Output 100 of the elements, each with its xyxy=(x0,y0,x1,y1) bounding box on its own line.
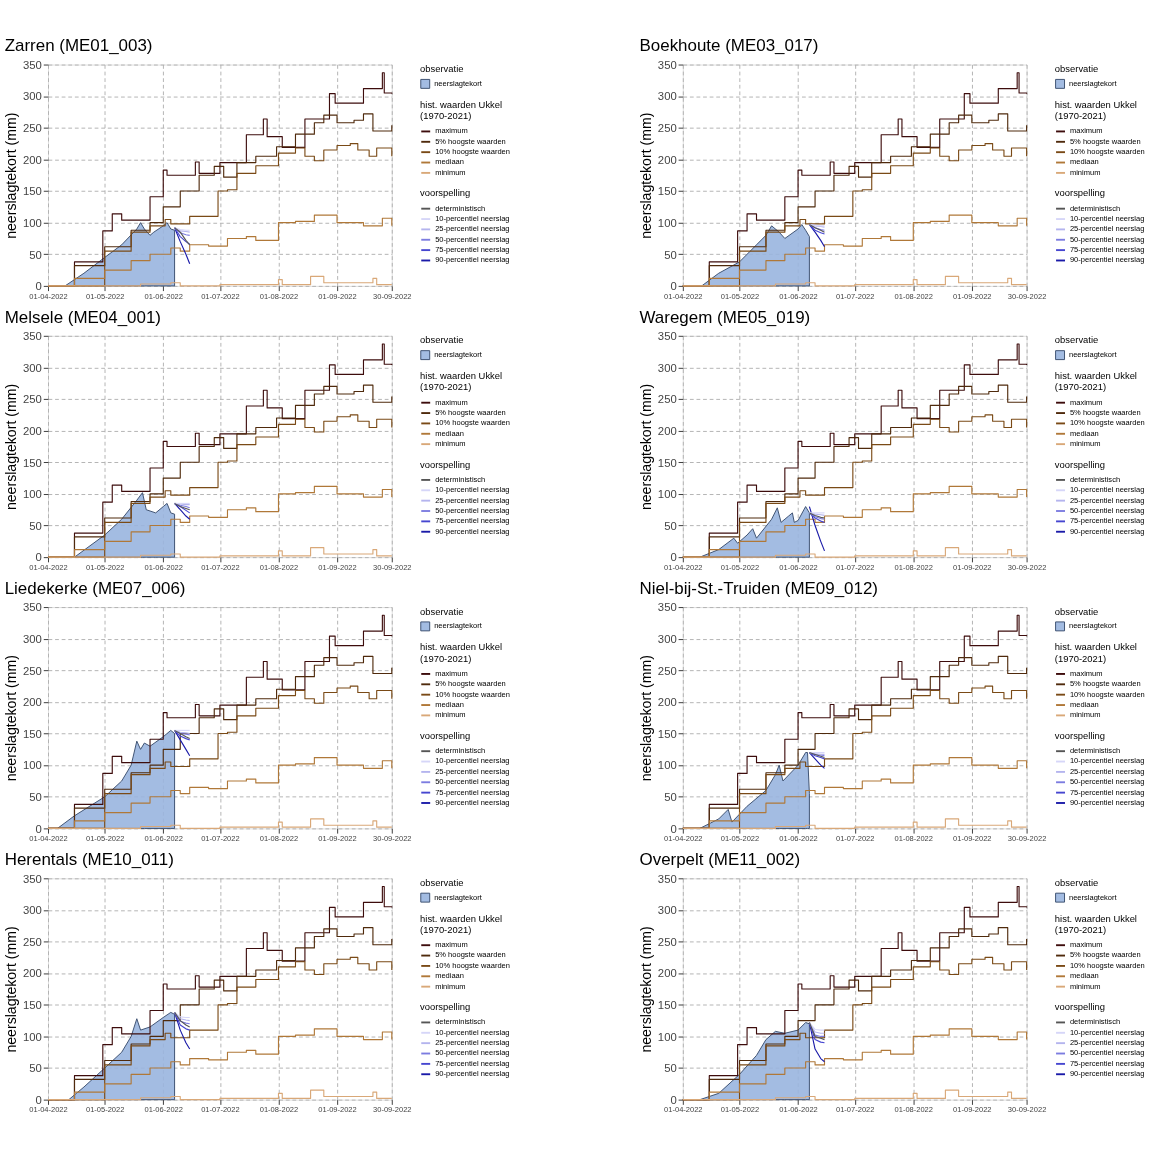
y-axis-title: neerslagtekort (mm) xyxy=(638,383,655,511)
y-tick-label: 100 xyxy=(23,216,42,229)
y-tick-label: 0 xyxy=(670,280,677,293)
y-tick-label: 250 xyxy=(23,393,42,406)
y-tick-label: 0 xyxy=(670,551,677,564)
legend-label: mediaan xyxy=(435,157,464,167)
y-tick-label: 50 xyxy=(664,519,677,532)
x-tick-label: 01-09-2022 xyxy=(953,291,992,301)
x-tick-label: 01-08-2022 xyxy=(259,291,299,301)
legend-label: deterministisch xyxy=(1069,203,1121,213)
legend-label: 50-percentiel neerslag xyxy=(435,1048,510,1058)
legend-label: neerslagtekort xyxy=(434,350,483,360)
chart-title: Boekhoute (ME03_017) xyxy=(639,36,819,56)
legend-label: 10-percentiel neerslag xyxy=(1069,213,1145,223)
legend-label: minimum xyxy=(435,710,466,720)
legend-label: 5% hoogste waarden xyxy=(1069,136,1141,146)
legend-label: 10-percentiel neerslag xyxy=(1069,1027,1145,1037)
x-tick-label: 01-08-2022 xyxy=(894,291,933,301)
x-tick-label: 30-09-2022 xyxy=(373,291,412,301)
legend-label: 90-percentiel neerslag xyxy=(1069,797,1145,807)
y-tick-label: 300 xyxy=(23,632,42,645)
legend-label: maximum xyxy=(435,668,468,678)
y-tick-label: 250 xyxy=(657,393,677,406)
legend-label: 50-percentiel neerslag xyxy=(1069,777,1145,787)
x-tick-label: 01-09-2022 xyxy=(953,1105,992,1115)
y-tick-label: 150 xyxy=(23,456,42,469)
text: voorspelling xyxy=(1054,1001,1106,1013)
legend-label: 75-percentiel neerslag xyxy=(435,787,510,797)
text: voorspelling xyxy=(1054,729,1106,741)
x-tick-label: 01-04-2022 xyxy=(664,834,703,844)
y-tick-label: 200 xyxy=(657,424,677,437)
legend-label: 90-percentiel neerslag xyxy=(435,526,510,536)
legend-label: 5% hoogste waarden xyxy=(435,950,506,960)
legend-label: maximum xyxy=(435,126,468,136)
x-tick-label: 01-04-2022 xyxy=(29,562,68,572)
legend-label: deterministisch xyxy=(435,746,486,756)
legend-label: neerslagtekort xyxy=(434,892,483,902)
x-tick-label: 01-04-2022 xyxy=(664,562,703,572)
y-tick-label: 150 xyxy=(657,185,677,198)
legend-label: 5% hoogste waarden xyxy=(1069,407,1141,417)
legend-label: 10-percentiel neerslag xyxy=(1069,485,1145,495)
legend-label: 50-percentiel neerslag xyxy=(435,505,510,515)
legend-label: minimum xyxy=(435,167,466,177)
text: voorspelling xyxy=(1054,187,1106,199)
legend-label: neerslagtekort xyxy=(434,621,483,631)
legend-label: 90-percentiel neerslag xyxy=(1069,1069,1145,1079)
legend-label: maximum xyxy=(435,940,468,950)
x-tick-label: 01-08-2022 xyxy=(894,1105,933,1115)
y-tick-label: 200 xyxy=(23,696,42,709)
y-axis-title: neerslagtekort (mm) xyxy=(638,926,655,1053)
x-tick-label: 01-06-2022 xyxy=(779,834,818,844)
legend-label: 25-percentiel neerslag xyxy=(435,766,510,776)
text: hist. waarden Ukkel (1970-2021) xyxy=(1054,370,1137,393)
x-tick-label: 01-04-2022 xyxy=(664,291,703,301)
x-tick-label: 30-09-2022 xyxy=(1007,291,1047,301)
legend-label: 5% hoogste waarden xyxy=(1069,950,1141,960)
x-tick-label: 01-08-2022 xyxy=(259,834,299,844)
legend-label: mediaan xyxy=(1069,971,1099,981)
legend-label: 10% hoogste waarden xyxy=(1069,418,1145,428)
y-tick-label: 200 xyxy=(657,696,677,709)
legend-label: 10-percentiel neerslag xyxy=(435,213,510,223)
y-tick-label: 250 xyxy=(657,664,677,677)
chart-title: Herentals (ME10_011) xyxy=(4,850,174,870)
legend-label: 25-percentiel neerslag xyxy=(435,495,510,505)
x-tick-label: 01-04-2022 xyxy=(29,834,68,844)
x-tick-label: 01-07-2022 xyxy=(835,834,875,844)
x-tick-label: 30-09-2022 xyxy=(1007,834,1047,844)
legend-label: minimum xyxy=(1069,439,1101,449)
legend-label: 50-percentiel neerslag xyxy=(1069,505,1145,515)
y-tick-label: 200 xyxy=(657,153,677,166)
x-tick-label: 01-05-2022 xyxy=(85,1105,125,1115)
legend-label: deterministisch xyxy=(435,1017,486,1027)
legend-label: 25-percentiel neerslag xyxy=(1069,766,1145,776)
y-tick-label: 100 xyxy=(23,1030,42,1043)
x-tick-label: 01-09-2022 xyxy=(953,834,992,844)
y-tick-label: 300 xyxy=(657,904,677,917)
y-tick-label: 0 xyxy=(35,280,42,293)
chart-title: Liedekerke (ME07_006) xyxy=(4,578,186,598)
y-axis-title: neerslagtekort (mm) xyxy=(3,655,20,782)
legend-label: 10-percentiel neerslag xyxy=(435,485,510,495)
y-tick-label: 300 xyxy=(23,904,42,917)
x-tick-label: 01-09-2022 xyxy=(318,1105,357,1115)
chart-title: Waregem (ME05_019) xyxy=(639,307,811,327)
legend-label: deterministisch xyxy=(435,203,486,213)
text: observatie xyxy=(1054,876,1099,888)
legend-label: 10% hoogste waarden xyxy=(435,147,510,157)
legend-label: mediaan xyxy=(435,428,464,438)
legend-label: mediaan xyxy=(1069,699,1099,709)
x-tick-label: 01-09-2022 xyxy=(953,562,992,572)
y-tick-label: 300 xyxy=(657,361,677,374)
legend-label: 50-percentiel neerslag xyxy=(435,234,510,244)
legend-label: deterministisch xyxy=(1069,746,1121,756)
x-tick-label: 01-06-2022 xyxy=(144,834,183,844)
text: observatie xyxy=(1054,605,1099,617)
legend-label: maximum xyxy=(1069,668,1103,678)
legend-label: 10% hoogste waarden xyxy=(435,960,510,970)
text: voorspelling xyxy=(420,1001,471,1013)
x-tick-label: 01-09-2022 xyxy=(318,834,357,844)
y-tick-label: 300 xyxy=(23,361,42,374)
y-axis-title: neerslagtekort (mm) xyxy=(3,926,20,1053)
